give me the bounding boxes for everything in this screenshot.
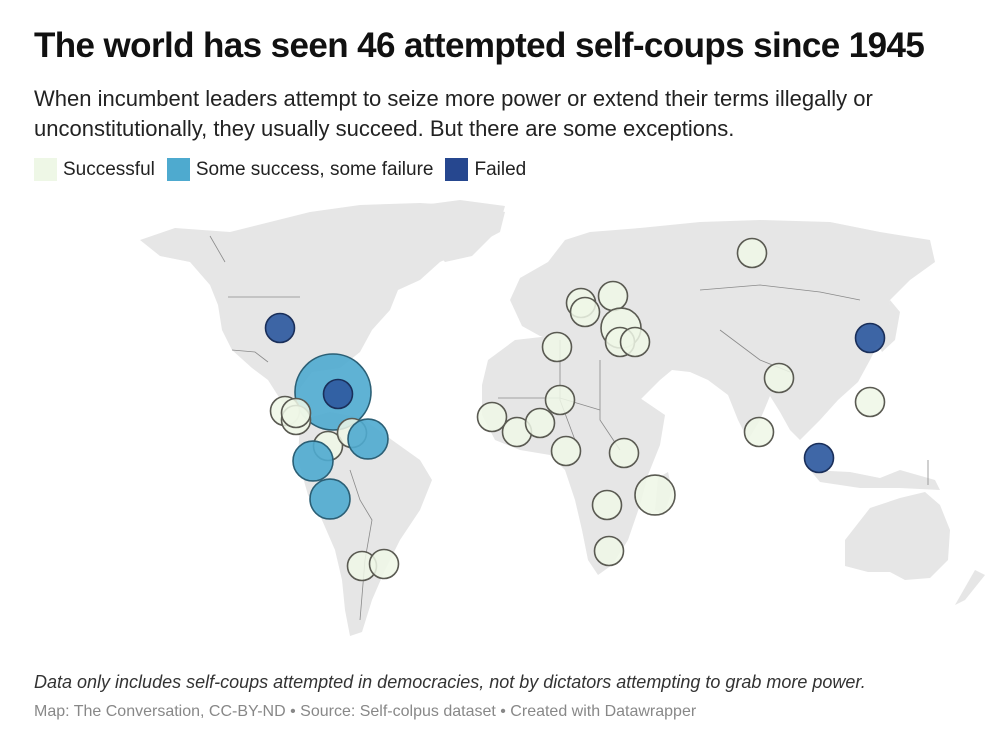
land-uk xyxy=(520,275,533,300)
legend-swatch-mixed xyxy=(166,158,190,181)
legend-item-failed: Failed xyxy=(445,158,526,181)
marker-successful[interactable] xyxy=(736,237,768,269)
marker-successful[interactable] xyxy=(763,362,795,394)
coup-markers xyxy=(264,237,886,582)
marker-successful[interactable] xyxy=(368,548,400,580)
marker-mixed[interactable] xyxy=(347,418,389,460)
marker-mixed[interactable] xyxy=(292,440,334,482)
legend-label-successful: Successful xyxy=(63,158,155,180)
marker-successful[interactable] xyxy=(544,384,576,416)
marker-successful[interactable] xyxy=(550,435,582,467)
land-masses xyxy=(140,200,985,636)
land-indonesia xyxy=(810,470,940,490)
marker-failed[interactable] xyxy=(322,378,354,410)
marker-successful[interactable] xyxy=(608,437,640,469)
marker-mixed[interactable] xyxy=(309,478,351,520)
land-greenland xyxy=(400,200,505,262)
land-australia xyxy=(845,492,950,580)
marker-successful[interactable] xyxy=(524,407,556,439)
marker-failed[interactable] xyxy=(264,312,296,344)
marker-failed[interactable] xyxy=(854,322,886,354)
footnote: Data only includes self-coups attempted … xyxy=(34,672,866,692)
legend-item-mixed: Some success, some failure xyxy=(166,158,434,181)
credit-line: Map: The Conversation, CC-BY-ND • Source… xyxy=(34,703,697,720)
land-eurasia xyxy=(510,220,935,440)
page-subtitle: When incumbent leaders attempt to seize … xyxy=(34,86,873,141)
marker-successful[interactable] xyxy=(619,326,651,358)
marker-successful[interactable] xyxy=(593,535,625,567)
marker-failed[interactable] xyxy=(803,442,835,474)
world-map[interactable] xyxy=(0,195,1000,655)
marker-successful[interactable] xyxy=(854,386,886,418)
marker-successful[interactable] xyxy=(597,280,629,312)
legend: Successful Some success, some failure Fa… xyxy=(34,158,538,181)
marker-successful[interactable] xyxy=(634,474,676,516)
land-north-america xyxy=(140,203,505,410)
legend-item-successful: Successful xyxy=(34,158,155,181)
legend-label-mixed: Some success, some failure xyxy=(195,158,434,180)
marker-successful[interactable] xyxy=(541,331,573,363)
marker-successful[interactable] xyxy=(280,397,312,429)
legend-label-failed: Failed xyxy=(474,158,527,180)
marker-successful[interactable] xyxy=(591,489,623,521)
legend-swatch-successful xyxy=(34,158,57,181)
page-title: The world has seen 46 attempted self-cou… xyxy=(34,26,925,65)
legend-swatch-failed xyxy=(445,158,469,181)
marker-successful[interactable] xyxy=(476,401,508,433)
marker-successful[interactable] xyxy=(569,296,601,328)
marker-successful[interactable] xyxy=(743,416,775,448)
land-new-zealand xyxy=(955,570,985,605)
